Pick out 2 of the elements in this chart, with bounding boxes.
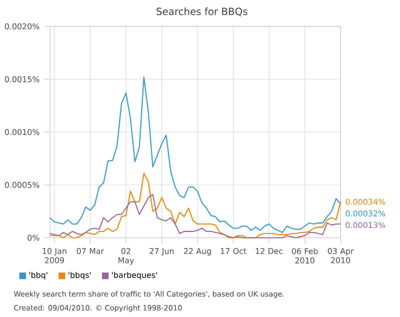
line-series [49,76,342,233]
chart-title: Searches for BBQs [156,7,248,16]
